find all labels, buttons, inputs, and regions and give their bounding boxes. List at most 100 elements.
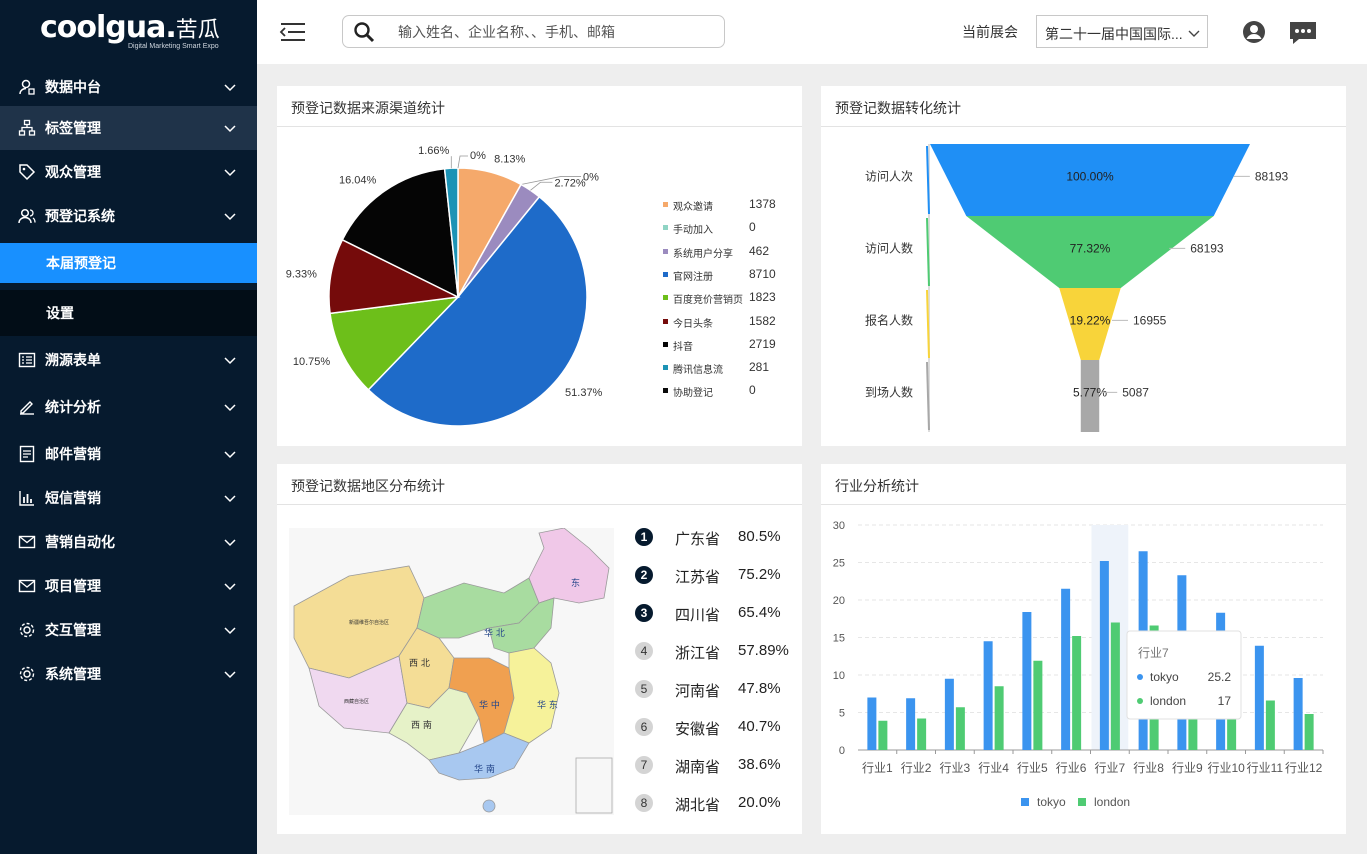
tooltip-box — [1126, 630, 1242, 720]
sidebar-item-trace-form[interactable]: 溯源表单 — [0, 340, 257, 380]
divider — [821, 126, 1346, 127]
province-percent: 38.6% — [738, 756, 781, 773]
funnel-stage-marker — [926, 289, 930, 359]
svg-text:西 北: 西 北 — [409, 658, 430, 669]
bar-chart-icon — [19, 491, 34, 506]
funnel-stage-label: 报名人数 — [865, 312, 913, 327]
pie-slice — [329, 295, 461, 391]
sidebar-item-data-center[interactable]: 数据中台 — [0, 67, 257, 107]
pie-slice-label: 8.13% — [494, 154, 525, 166]
svg-text:东: 东 — [571, 577, 580, 589]
brand-logo[interactable]: coolgua.苦瓜 Digital Marketing Smart Expo — [40, 10, 220, 54]
panel-title: 预登记数据来源渠道统计 — [291, 100, 445, 116]
expo-select[interactable]: 第二十一届中国国际... — [1036, 15, 1208, 48]
sidebar-item-preregistration[interactable]: 预登记系统 — [0, 196, 257, 236]
document-icon — [19, 445, 35, 463]
industry-panel: 行业分析统计 0 5 10 15 20 25 30 行业1 行业2 行业3 行业4 行业5 行业6 行业7… — [821, 464, 1346, 834]
user-avatar-icon[interactable] — [1242, 20, 1266, 44]
expo-select-value: 第二十一届中国国际... — [1045, 26, 1183, 42]
province-name: 安徽省 — [675, 721, 721, 738]
bar-london — [994, 686, 1004, 750]
legend-label: 腾讯信息流 — [673, 365, 723, 377]
pie-slice-label: 1.66% — [418, 145, 449, 157]
funnel-stage-value: 68193 — [1190, 241, 1224, 255]
x-tick-label: 行业4 — [978, 761, 1009, 775]
panel-title: 预登记数据转化统计 — [835, 100, 961, 116]
province-percent: 47.8% — [738, 680, 781, 697]
search-icon[interactable] — [353, 21, 375, 43]
funnel-stage — [1059, 288, 1121, 360]
chevron-down-icon — [224, 583, 236, 591]
funnel-stage-label: 访问人次 — [865, 169, 913, 183]
province-name: 广东省 — [675, 531, 721, 548]
sidebar-subitem-label: 本届预登记 — [46, 255, 116, 271]
pie-leader-line — [530, 181, 553, 191]
tooltip-dot — [1137, 698, 1143, 704]
sidebar-item-email-marketing[interactable]: 邮件营销 — [0, 434, 257, 474]
legend-value: 0 — [749, 383, 756, 398]
bar-chart: 0 5 10 15 20 25 30 行业1 行业2 行业3 行业4 行业5 行业6 行业7 行业8 行业9 行… — [833, 520, 1324, 809]
top-bar: 当前展会 第二十一届中国国际... — [257, 0, 1367, 64]
legend-swatch — [663, 202, 668, 207]
rank-badge: 4 — [635, 642, 653, 660]
panel-title: 预登记数据地区分布统计 — [291, 478, 445, 494]
province-name: 湖北省 — [675, 797, 721, 814]
pie-slice-label: 0% — [583, 171, 599, 183]
funnel-stage-percent: 100.00% — [1066, 169, 1114, 183]
legend-value: 0 — [749, 220, 756, 235]
sidebar-subitem-settings[interactable]: 设置 — [0, 290, 257, 336]
legend-swatch — [663, 388, 668, 394]
sidebar-item-sms-marketing[interactable]: 短信营销 — [0, 478, 257, 518]
sidebar-item-label: 数据中台 — [45, 79, 101, 95]
bar-london — [1304, 714, 1314, 750]
x-tick-label: 行业3 — [940, 761, 971, 775]
message-icon[interactable] — [1289, 20, 1317, 46]
search-box[interactable] — [342, 15, 725, 48]
tooltip-series-name: london — [1150, 694, 1186, 708]
chart-tooltip: 行业7 tokyo 25.2 london 17 — [1126, 630, 1242, 720]
bar-tokyo — [906, 698, 916, 750]
province-percent: 40.7% — [738, 718, 781, 735]
x-tick-label: 行业7 — [1095, 761, 1126, 775]
menu-toggle-icon[interactable] — [279, 20, 305, 44]
province-percent: 65.4% — [738, 604, 781, 621]
bar-london — [1265, 700, 1275, 750]
legend-swatch — [1078, 798, 1086, 806]
sidebar-item-statistics[interactable]: 统计分析 — [0, 387, 257, 427]
pie-slice-label: 2.72% — [554, 177, 585, 189]
sidebar-item-system[interactable]: 系统管理 — [0, 654, 257, 694]
chevron-down-icon — [224, 451, 236, 459]
bar-tokyo — [867, 697, 877, 750]
sidebar-item-interaction[interactable]: 交互管理 — [0, 610, 257, 650]
legend-label: london — [1094, 795, 1130, 809]
legend-label: 今日头条 — [673, 318, 713, 330]
tooltip-dot — [1137, 674, 1143, 680]
rank-badge: 1 — [635, 528, 653, 546]
sidebar-item-project-management[interactable]: 项目管理 — [0, 566, 257, 606]
bar-tokyo — [1022, 612, 1032, 750]
sidebar-item-marketing-automation[interactable]: 营销自动化 — [0, 522, 257, 562]
rank-badge: 6 — [635, 718, 653, 736]
search-input[interactable] — [398, 22, 708, 42]
legend-swatch — [663, 225, 668, 231]
panel-title: 行业分析统计 — [835, 478, 919, 494]
sidebar-item-label: 统计分析 — [45, 399, 101, 415]
sidebar-item-audience[interactable]: 观众管理 — [0, 152, 257, 192]
legend-swatch — [663, 248, 668, 254]
divider — [277, 504, 802, 505]
sidebar-item-tags[interactable]: 标签管理 — [0, 106, 257, 150]
bar-london — [1033, 660, 1043, 750]
rank-badge: 8 — [635, 794, 653, 812]
funnel-stage-value: 5087 — [1122, 385, 1149, 399]
users-icon — [18, 208, 36, 224]
legend-swatch — [663, 365, 668, 371]
chevron-down-icon — [224, 357, 236, 365]
pie-leader-line — [457, 155, 468, 169]
funnel-stage-marker — [926, 361, 930, 431]
pie-slice — [443, 167, 459, 298]
source-channel-panel: 预登记数据来源渠道统计 8.13% 0% 2.72% 51.37% 10.75% 9.33… — [277, 86, 802, 446]
province-percent: 20.0% — [738, 794, 781, 811]
rank-badge: 2 — [635, 566, 653, 584]
legend-label: 手动加入 — [673, 225, 713, 237]
sidebar-subitem-current-registration[interactable]: 本届预登记 — [0, 243, 257, 283]
